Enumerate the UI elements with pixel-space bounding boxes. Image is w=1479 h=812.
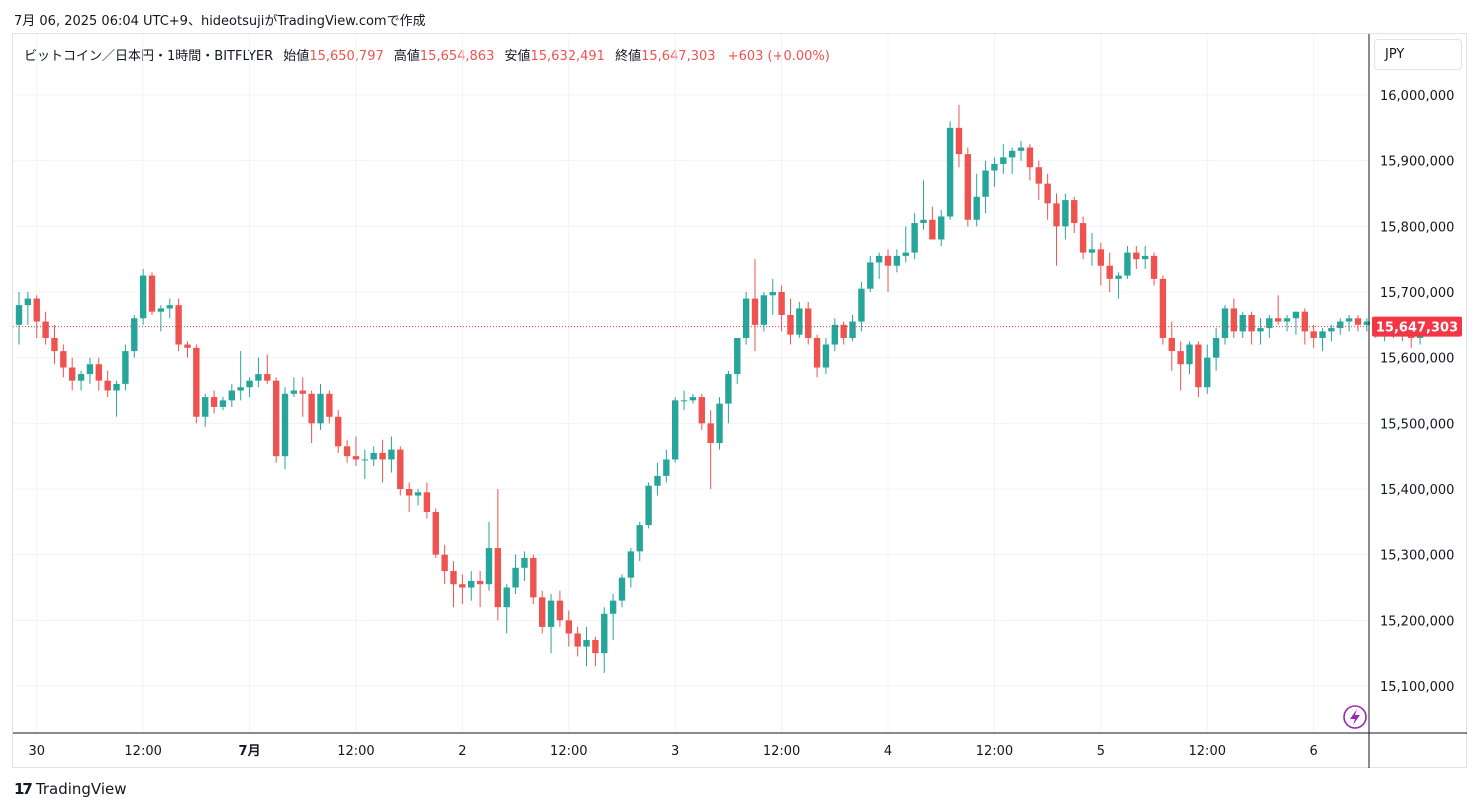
- brand-name: TradingView: [35, 780, 127, 798]
- tradingview-logo: 17 TradingView: [14, 780, 127, 798]
- low-value: 15,632,491: [530, 49, 605, 64]
- symbol-name: ビットコイン／日本円・1時間・BITFLYER: [24, 49, 274, 64]
- chart-panel: [12, 33, 1467, 768]
- symbol-legend: ビットコイン／日本円・1時間・BITFLYER 始値15,650,797 高値1…: [24, 45, 830, 64]
- open-label: 始値: [283, 49, 310, 64]
- high-value: 15,654,863: [419, 49, 495, 64]
- change-value: +603 (+0.00%): [727, 49, 830, 64]
- close-value: 15,647,303: [641, 49, 716, 64]
- high-label: 高値: [393, 49, 420, 64]
- open-value: 15,650,797: [309, 49, 384, 64]
- close-label: 終値: [615, 49, 642, 64]
- currency-button[interactable]: JPY: [1374, 39, 1462, 70]
- low-label: 安値: [504, 49, 531, 64]
- chart-caption: 7月 06, 2025 06:04 UTC+9、hideotsujiがTradi…: [14, 14, 426, 29]
- tradingview-logo-icon: 17: [14, 780, 33, 798]
